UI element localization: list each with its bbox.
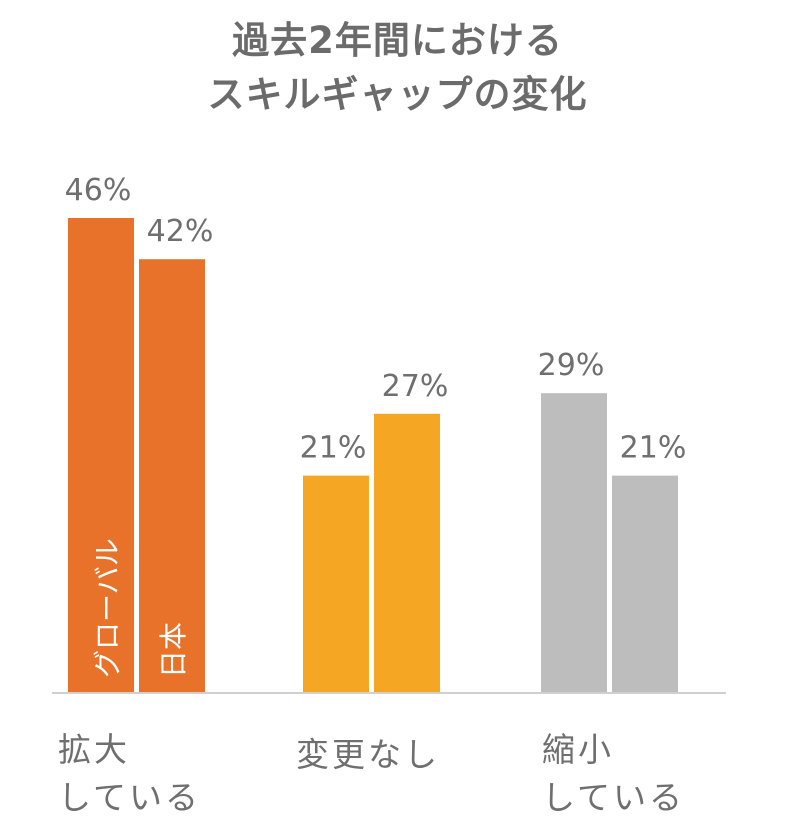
- chart-title-line-1: 過去2年間における: [232, 19, 563, 62]
- category-label-no-change-line-1: 変更なし: [296, 735, 440, 774]
- bar-japan-cat-2: [612, 475, 678, 692]
- category-label-expanding-line-2: している: [58, 778, 202, 817]
- category-label-shrinking-line-1: 縮小: [542, 730, 614, 769]
- value-label-global-cat-2: 29%: [538, 348, 605, 383]
- value-label-global-cat-0: 46%: [65, 173, 132, 208]
- value-label-japan-cat-2: 21%: [620, 431, 687, 466]
- bar-japan-cat-1: [374, 413, 440, 692]
- legend-label-japan: 日本: [157, 622, 190, 678]
- value-label-global-cat-1: 21%: [300, 431, 367, 466]
- category-label-shrinking: 縮小 している: [542, 726, 685, 822]
- legend-label-global: グローバル: [91, 538, 124, 678]
- bar-japan-cat-0: [139, 259, 205, 692]
- category-label-expanding: 拡大 している: [58, 726, 201, 822]
- category-label-shrinking-line-2: している: [542, 778, 686, 817]
- bar-global-cat-0: [68, 218, 134, 692]
- category-label-no-change: 変更なし: [296, 731, 440, 779]
- value-label-japan-cat-1: 27%: [382, 369, 449, 404]
- value-label-japan-cat-0: 42%: [147, 214, 214, 249]
- category-label-expanding-line-1: 拡大: [58, 730, 130, 769]
- bar-global-cat-2: [541, 393, 607, 692]
- chart-title-line-2: スキルギャップの変化: [207, 73, 588, 116]
- bar-global-cat-1: [303, 475, 369, 692]
- chart-title: 過去2年間における スキルギャップの変化: [0, 14, 795, 122]
